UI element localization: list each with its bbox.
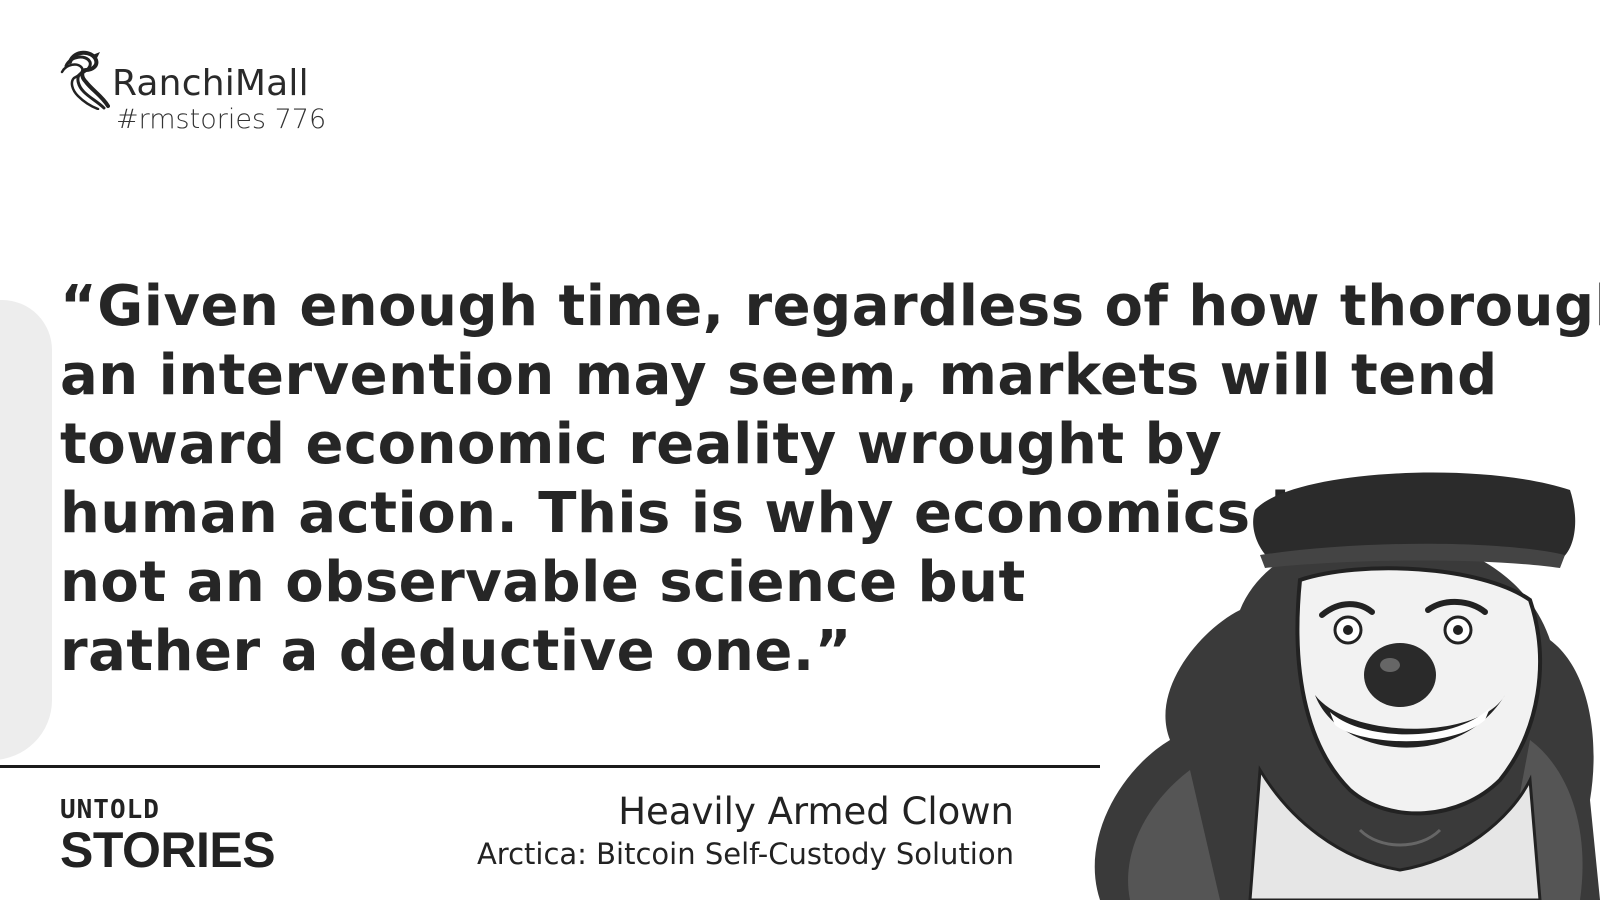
- untold-label: UNTOLD: [60, 795, 160, 825]
- brand-name: RanchiMall: [112, 63, 309, 104]
- attribution: Heavily Armed Clown Arctica: Bitcoin Sel…: [477, 790, 1014, 874]
- seahorse-logo-icon: [60, 50, 110, 110]
- quote-line: toward economic reality wrought by: [60, 412, 1223, 477]
- quote-line: an intervention may seem, markets will t…: [60, 343, 1498, 408]
- story-tag: #rmstories 776: [116, 104, 327, 135]
- brand-row: RanchiMall: [60, 48, 326, 110]
- quote-text: “Given enough time, regardless of how th…: [60, 272, 1600, 686]
- quote-line: human action. This is why economics is: [60, 481, 1325, 546]
- brand-header: RanchiMall #rmstories 776: [60, 48, 326, 135]
- author-name: Heavily Armed Clown: [618, 790, 1014, 833]
- footer-divider: [0, 765, 1100, 768]
- untold-stories-logo: UNTOLD STORIES: [60, 795, 276, 878]
- clown-illustration-icon: [1094, 472, 1600, 900]
- source-title: Arctica: Bitcoin Self-Custody Solution: [476, 837, 1014, 871]
- quote-line: rather a deductive one.”: [60, 619, 852, 684]
- quote-line: not an observable science but: [60, 550, 1026, 615]
- stories-label: STORIES: [60, 822, 276, 878]
- quote-line: “Given enough time, regardless of how th…: [60, 274, 1600, 339]
- decorative-side-shape: [0, 300, 52, 760]
